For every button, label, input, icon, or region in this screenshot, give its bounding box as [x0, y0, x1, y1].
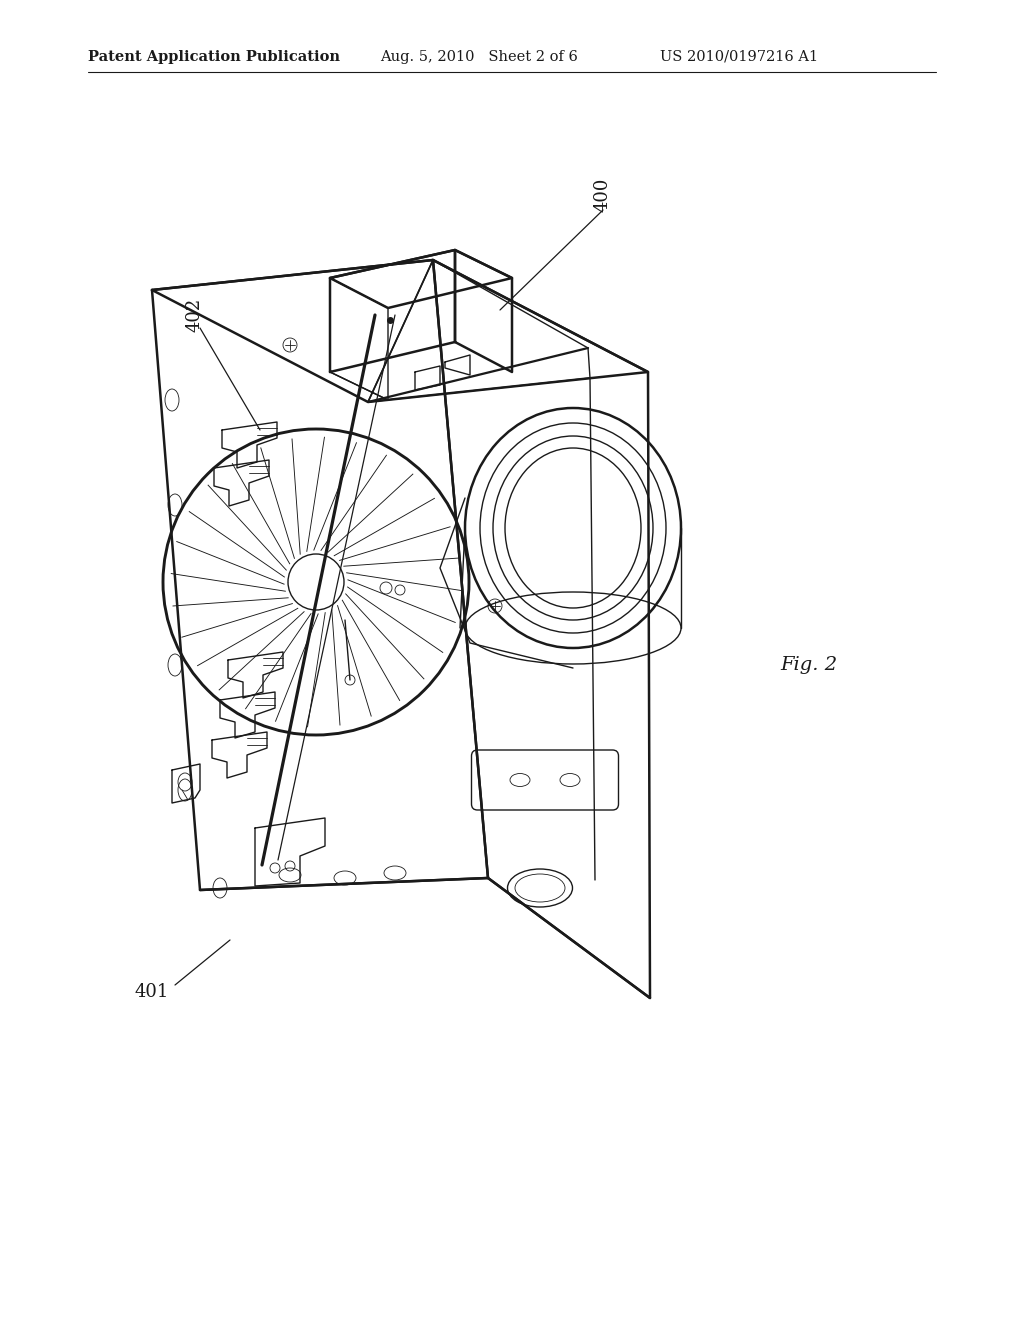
Text: 402: 402 — [186, 298, 204, 333]
Text: US 2010/0197216 A1: US 2010/0197216 A1 — [660, 50, 818, 63]
Text: Fig. 2: Fig. 2 — [780, 656, 838, 675]
Text: Aug. 5, 2010   Sheet 2 of 6: Aug. 5, 2010 Sheet 2 of 6 — [380, 50, 578, 63]
Text: 400: 400 — [594, 178, 612, 213]
Text: 401: 401 — [135, 983, 169, 1001]
Text: Patent Application Publication: Patent Application Publication — [88, 50, 340, 63]
